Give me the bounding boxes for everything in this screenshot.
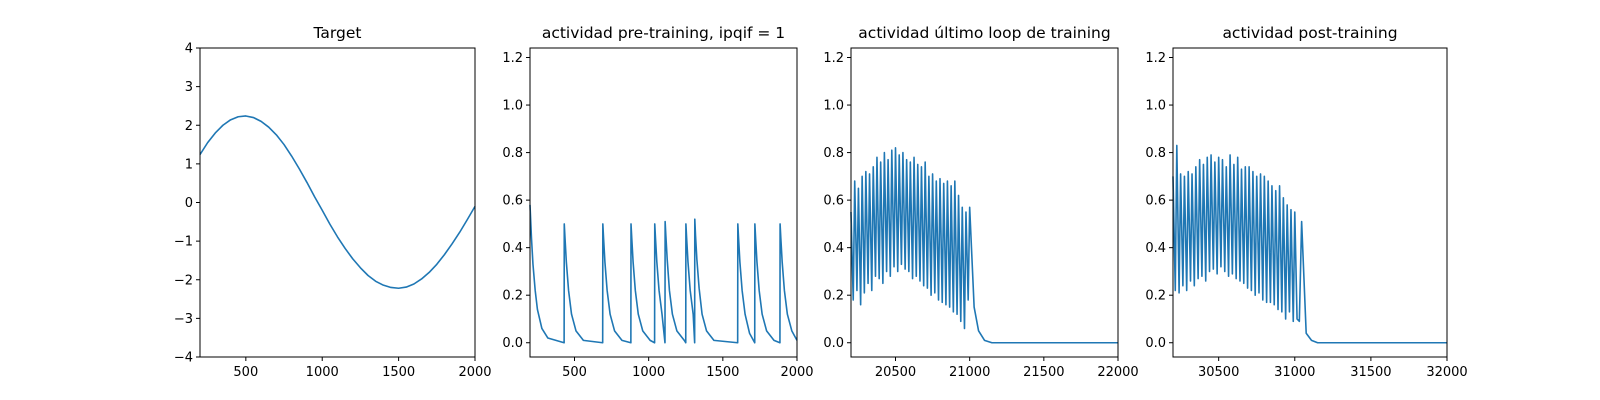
subplot-3: actividad último loop de training 20500 21… xyxy=(823,24,1138,380)
x-tick-label: 1500 xyxy=(706,365,739,380)
series-line xyxy=(1172,144,1447,344)
x-tick-label: 20500 xyxy=(875,365,916,380)
y-tick-label: 0 xyxy=(185,196,193,211)
y-tick-label: −4 xyxy=(174,351,193,366)
x-tick-label: 1000 xyxy=(632,365,665,380)
y-tick-label: 0.2 xyxy=(502,289,523,304)
y-tick-label: −2 xyxy=(174,273,193,288)
y-tick-label: 0.6 xyxy=(502,194,523,209)
x-tick-label: 30500 xyxy=(1198,365,1239,380)
y-tick-label: 1.0 xyxy=(823,99,844,114)
series-line xyxy=(199,115,476,290)
y-tick-label: 0.8 xyxy=(1145,146,1166,161)
y-tick-label: −3 xyxy=(174,312,193,327)
subplot-2: actividad pre-training, ipqif = 1 500 1000… xyxy=(502,24,813,380)
x-tick-label: 500 xyxy=(562,365,587,380)
x-tick-label: 31500 xyxy=(1350,365,1391,380)
axes-frame xyxy=(850,47,1119,358)
y-tick-label: −1 xyxy=(174,235,193,250)
y-tick-label: 0.0 xyxy=(502,336,523,351)
y-tick-label: 1.0 xyxy=(502,99,523,114)
x-tick-label: 2000 xyxy=(780,365,813,380)
x-tick-label: 1500 xyxy=(382,365,415,380)
subplot-4: actividad post-training 30500 31000 31500 32… xyxy=(1145,24,1467,380)
x-tick-label: 2000 xyxy=(458,365,491,380)
x-tick-label: 21500 xyxy=(1023,365,1064,380)
y-tick-label: 0.6 xyxy=(1145,194,1166,209)
y-tick-label: 0.4 xyxy=(823,241,844,256)
y-tick-label: 0.2 xyxy=(1145,289,1166,304)
subplot-1: Target 500 1000 1500 2000 −4 −3 −2 −1 0 1 2 3 4 xyxy=(174,24,492,380)
axes-frame xyxy=(529,47,798,358)
y-tick-label: 4 xyxy=(185,42,193,57)
subplot-title: actividad post-training xyxy=(1222,24,1397,42)
y-tick-label: 3 xyxy=(185,80,193,95)
y-tick-label: 0.2 xyxy=(823,289,844,304)
y-tick-label: 1.0 xyxy=(1145,99,1166,114)
y-tick-label: 0.0 xyxy=(1145,336,1166,351)
y-tick-label: 0.8 xyxy=(502,146,523,161)
x-tick-label: 22000 xyxy=(1097,365,1138,380)
subplot-title: actividad pre-training, ipqif = 1 xyxy=(542,24,785,42)
y-tick-label: 0.0 xyxy=(823,336,844,351)
y-tick-label: 2 xyxy=(185,119,193,134)
subplot-title: Target xyxy=(313,24,362,42)
y-tick-label: 0.4 xyxy=(502,241,523,256)
subplots: Target 500 1000 1500 2000 −4 −3 −2 −1 0 1 2 3 4 activi… xyxy=(174,24,1468,380)
series-line xyxy=(529,204,798,344)
axes-frame xyxy=(1172,47,1448,358)
x-tick-label: 500 xyxy=(233,365,258,380)
y-tick-label: 0.8 xyxy=(823,146,844,161)
series-line xyxy=(850,147,1118,344)
y-tick-label: 1 xyxy=(185,157,193,172)
subplot-title: actividad último loop de training xyxy=(858,24,1110,42)
y-tick-label: 1.2 xyxy=(823,51,844,66)
x-tick-label: 31000 xyxy=(1274,365,1315,380)
y-tick-label: 1.2 xyxy=(502,51,523,66)
x-tick-label: 1000 xyxy=(306,365,339,380)
y-tick-label: 0.6 xyxy=(823,194,844,209)
y-tick-label: 1.2 xyxy=(1145,51,1166,66)
x-tick-label: 32000 xyxy=(1426,365,1467,380)
y-tick-label: 0.4 xyxy=(1145,241,1166,256)
x-tick-label: 21000 xyxy=(949,365,990,380)
